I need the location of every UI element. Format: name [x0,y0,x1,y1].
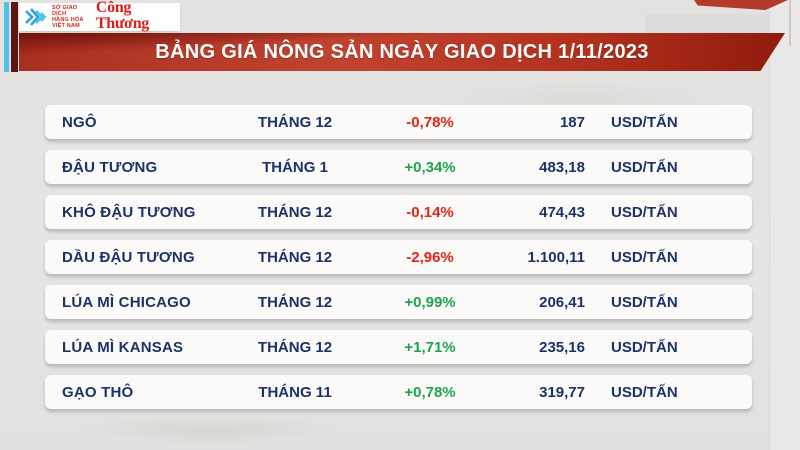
change-percent: +0,99% [404,293,456,311]
table-row: ĐẬU TƯƠNG THÁNG 1 +0,34% 483,18 USD/TẤN [45,150,752,184]
top-right-red-ribbon [694,0,788,10]
mxv-logo-line: SỞ GIAO DỊCH [52,5,78,17]
contract-month: THÁNG 12 [257,338,333,356]
contract-month: THÁNG 1 [262,158,328,176]
price-unit: USD/TẤN [611,338,678,356]
table-row: KHÔ ĐẬU TƯƠNG THÁNG 12 -0,14% 474,43 USD… [45,195,752,229]
price-unit: USD/TẤN [611,383,678,401]
contract-month: THÁNG 12 [257,113,333,131]
commodity-name: LÚA MÌ CHICAGO [62,293,191,311]
brand-logo-plate: SỞ GIAO DỊCH HÀNG HÓA VIỆT NAM Công Thươ… [19,0,180,35]
accent-stripe-cyan [4,2,9,72]
mxv-logo-line: VIỆT NAM [52,23,80,29]
price-value: 187 [559,113,585,131]
price-unit: USD/TẤN [611,248,678,266]
contract-month: THÁNG 12 [257,248,333,266]
mxv-logo-line: HÀNG HÓA [52,17,84,23]
price-value: 474,43 [539,203,585,221]
price-unit: USD/TẤN [611,203,678,221]
commodity-name: LÚA MÌ KANSAS [62,338,184,356]
title-banner: BẢNG GIÁ NÔNG SẢN NGÀY GIAO DỊCH 1/11/20… [19,33,785,71]
table-row: LÚA MÌ CHICAGO THÁNG 12 +0,99% 206,41 US… [45,285,752,319]
change-percent: +0,34% [404,158,456,176]
cong-thuong-wordmark: Công Thương [95,0,150,32]
commodity-name: GẠO THÔ [62,383,134,401]
price-value: 1.100,11 [527,248,585,266]
price-unit: USD/TẤN [611,293,678,311]
commodity-name: DẦU ĐẬU TƯƠNG [62,248,195,266]
price-value: 235,16 [539,338,585,356]
table-row: LÚA MÌ KANSAS THÁNG 12 +1,71% 235,16 USD… [45,330,752,364]
commodity-name: KHÔ ĐẬU TƯƠNG [62,203,196,221]
background-texture [80,415,340,445]
change-percent: -2,96% [406,248,454,266]
table-row: DẦU ĐẬU TƯƠNG THÁNG 12 -2,96% 1.100,11 U… [45,240,752,274]
change-percent: +0,78% [404,383,456,401]
contract-month: THÁNG 12 [257,293,333,311]
table-row: NGÔ THÁNG 12 -0,78% 187 USD/TẤN [45,105,752,139]
price-unit: USD/TẤN [611,158,678,176]
page-title: BẢNG GIÁ NÔNG SẢN NGÀY GIAO DỊCH 1/11/20… [155,40,649,63]
contract-month: THÁNG 11 [258,383,332,401]
background-patch [645,14,770,33]
contract-month: THÁNG 12 [257,203,333,221]
commodity-name: NGÔ [62,113,97,131]
change-percent: -0,14% [406,203,454,221]
background-right-strip [769,0,800,450]
price-value: 319,77 [539,383,585,401]
table-row: GẠO THÔ THÁNG 11 +0,78% 319,77 USD/TẤN [45,375,752,409]
accent-stripe-maroon [11,2,18,72]
mxv-chevrons-icon [25,8,47,26]
background-seam-line [789,0,791,46]
cong-thuong-logo: Công Thương [95,0,180,35]
change-percent: +1,71% [404,338,456,356]
commodity-name: ĐẬU TƯƠNG [62,158,158,176]
change-percent: -0,78% [406,113,454,131]
price-unit: USD/TẤN [611,113,678,131]
mxv-logo-text: SỞ GIAO DỊCH HÀNG HÓA VIỆT NAM [52,5,90,29]
price-table: NGÔ THÁNG 12 -0,78% 187 USD/TẤN ĐẬU TƯƠN… [45,105,752,409]
price-value: 483,18 [539,158,585,176]
price-value: 206,41 [539,293,585,311]
